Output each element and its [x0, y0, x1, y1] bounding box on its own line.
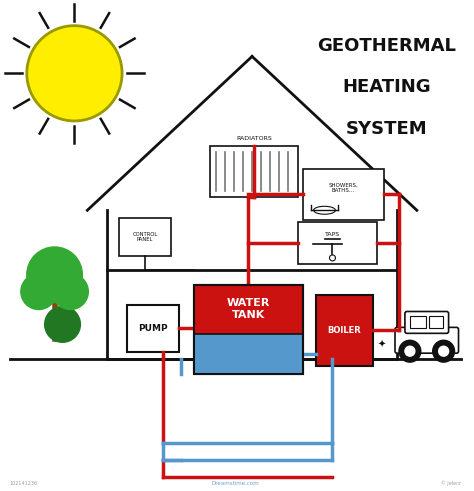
Text: Dreamstime.com: Dreamstime.com [211, 481, 259, 486]
Circle shape [405, 346, 415, 356]
Circle shape [438, 346, 448, 356]
Text: SYSTEM: SYSTEM [346, 120, 428, 138]
Bar [193, 285, 303, 374]
FancyBboxPatch shape [395, 327, 458, 353]
Text: GEOTHERMAL: GEOTHERMAL [318, 37, 456, 55]
Circle shape [53, 274, 88, 309]
Circle shape [21, 274, 56, 309]
Bar [210, 146, 298, 197]
Circle shape [27, 26, 122, 121]
Circle shape [399, 340, 421, 362]
Bar [429, 317, 443, 328]
Text: BOILER: BOILER [328, 326, 361, 335]
Text: © Jelerz: © Jelerz [441, 481, 461, 486]
Circle shape [45, 306, 81, 342]
Text: ✦: ✦ [377, 340, 385, 350]
Bar [119, 218, 171, 256]
Text: HEATING: HEATING [343, 78, 431, 96]
Text: PUMP: PUMP [138, 324, 168, 333]
Bar [298, 222, 377, 264]
Bar [193, 285, 303, 374]
Bar [316, 295, 373, 366]
Text: SHOWERS,
BATHS...: SHOWERS, BATHS... [328, 183, 358, 193]
Text: TAPS: TAPS [325, 232, 340, 237]
Bar [193, 334, 303, 374]
Text: CONTROL
PANEL: CONTROL PANEL [132, 232, 157, 243]
Bar [410, 317, 426, 328]
Ellipse shape [314, 206, 336, 214]
Bar [303, 168, 384, 220]
FancyBboxPatch shape [405, 311, 448, 333]
Text: WATER
TANK: WATER TANK [227, 299, 270, 320]
Text: RADIATORS: RADIATORS [236, 136, 272, 141]
Circle shape [27, 247, 82, 302]
Text: 102141236: 102141236 [10, 481, 38, 486]
Circle shape [433, 340, 455, 362]
Bar [127, 304, 179, 352]
